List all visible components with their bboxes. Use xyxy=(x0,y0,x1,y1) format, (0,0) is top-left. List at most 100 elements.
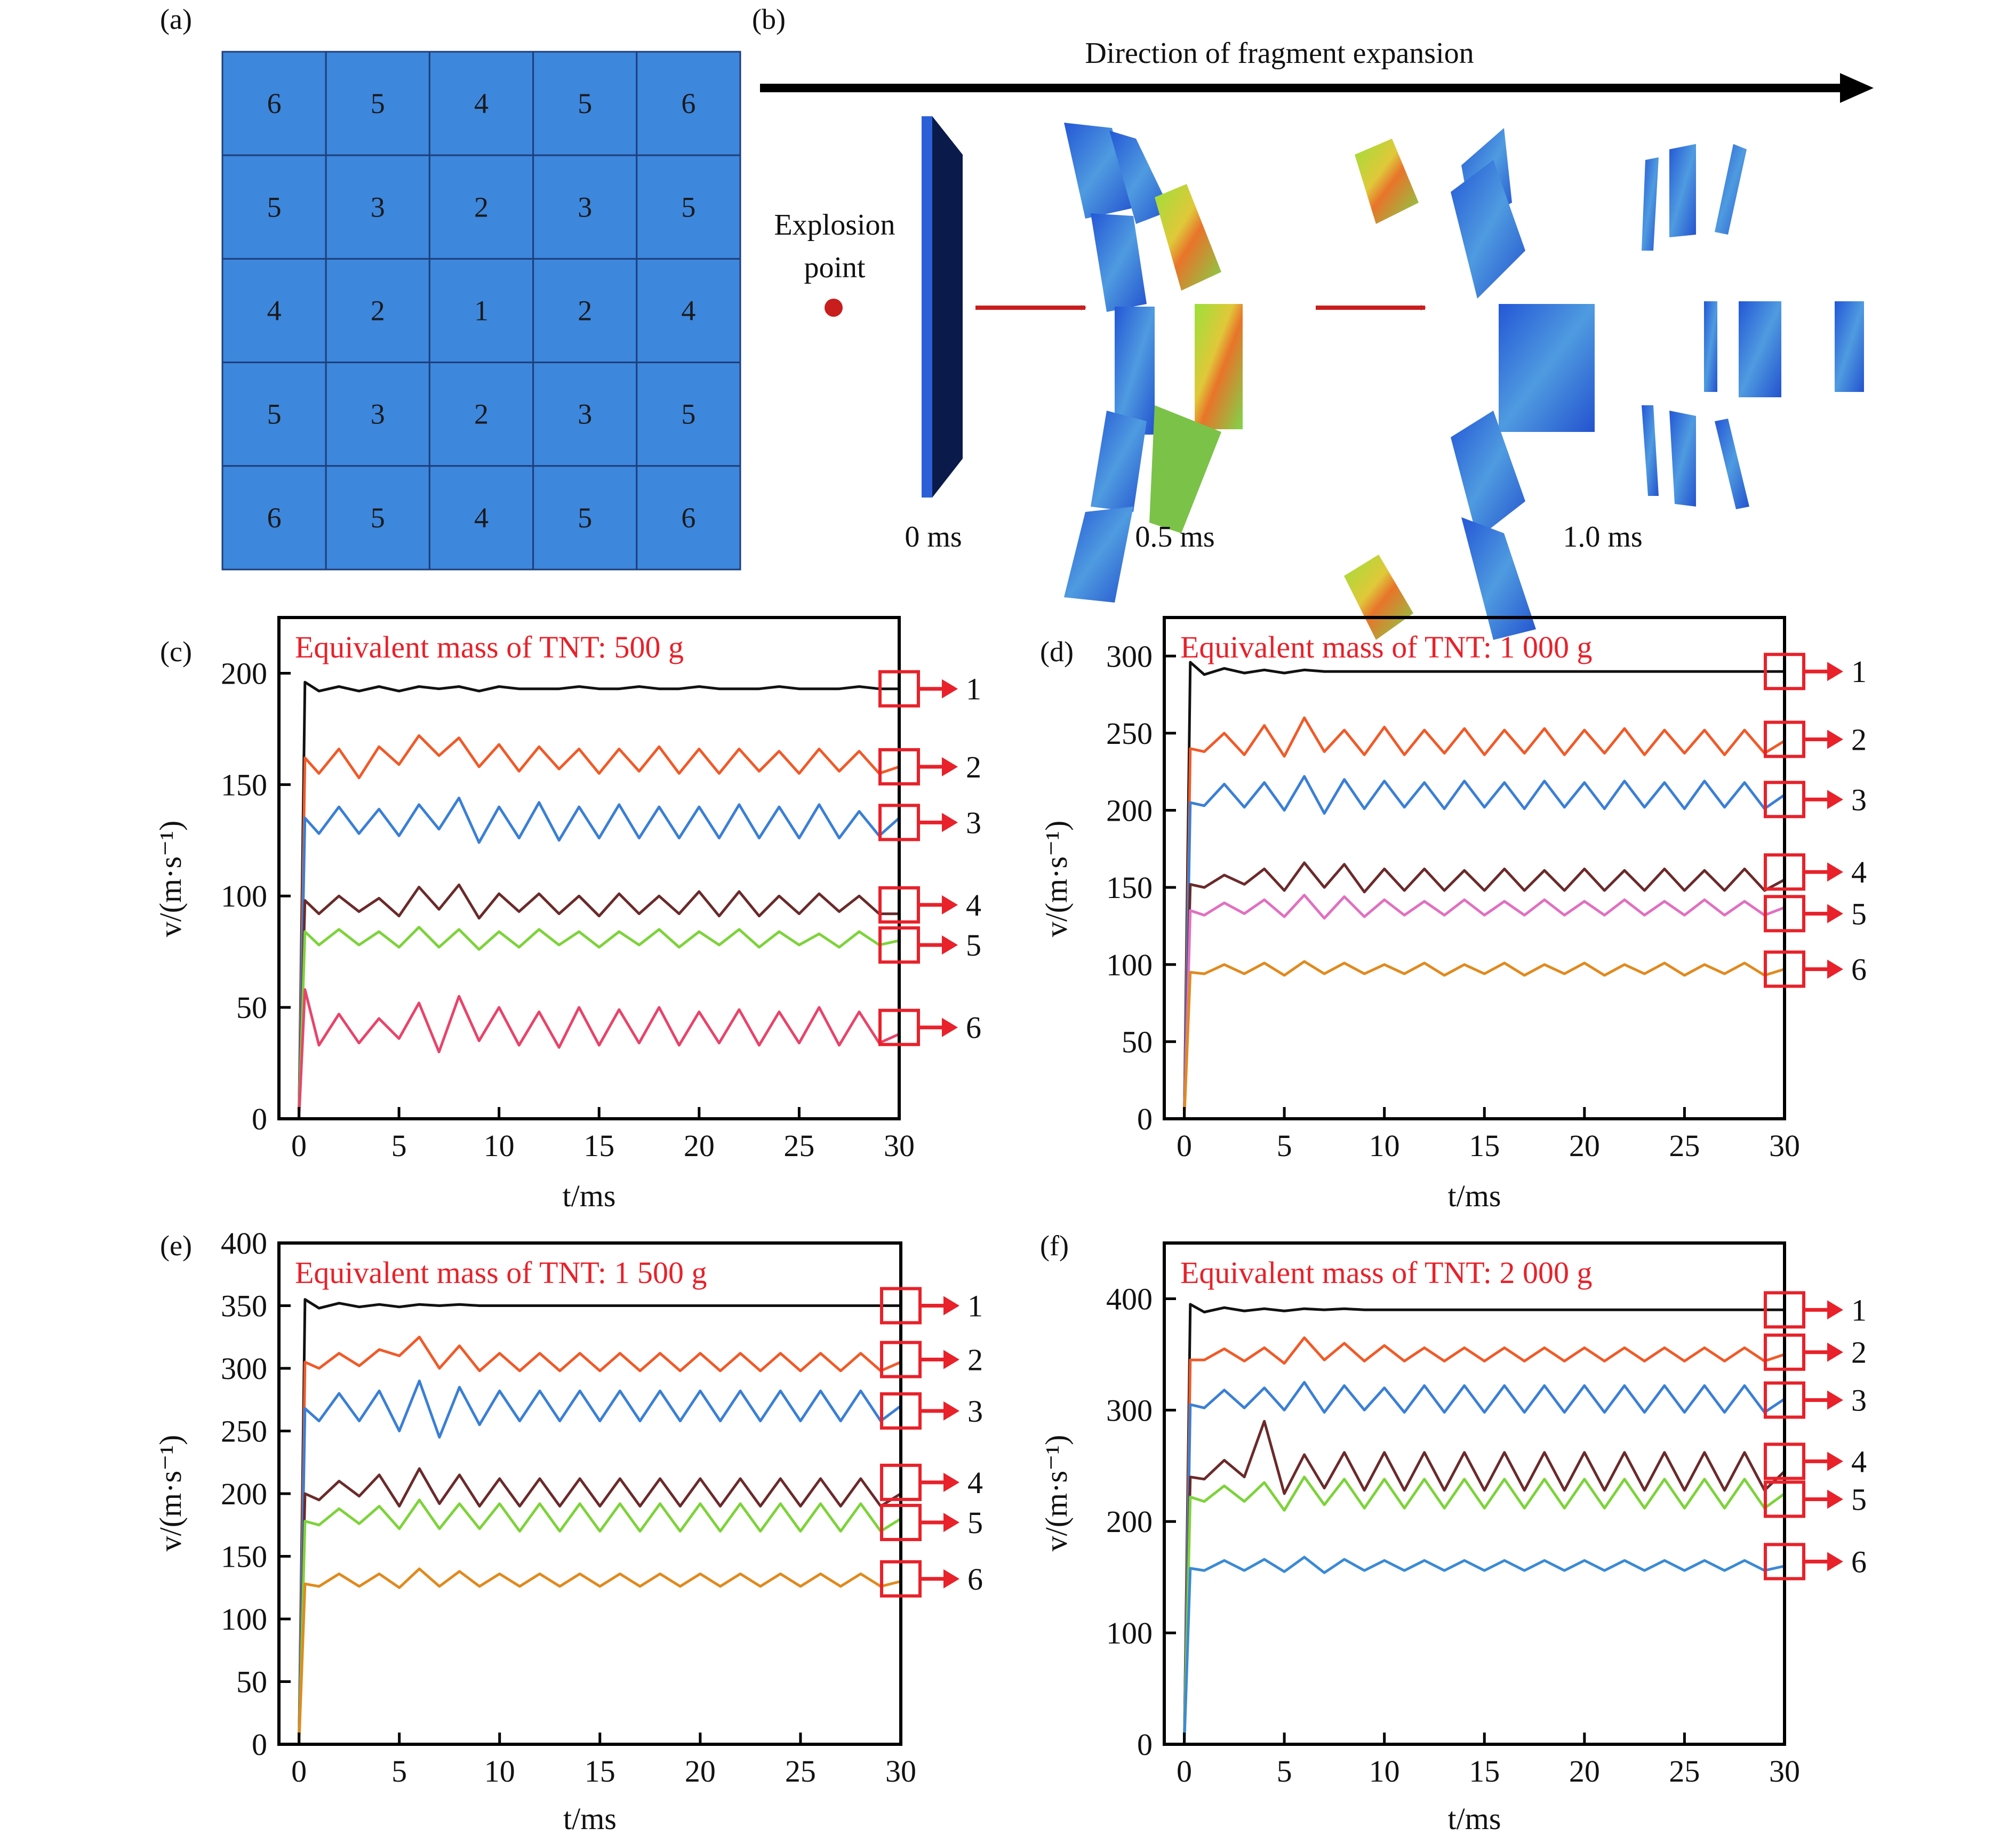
series-line-group-4 xyxy=(298,883,899,1119)
y-tick-label: 100 xyxy=(1106,948,1153,982)
x-tick-label: 0 xyxy=(1177,1128,1192,1163)
grid-cell-number: 6 xyxy=(267,502,282,534)
chart-title: Equivalent mass of TNT: 1 000 g xyxy=(1180,630,1593,664)
y-tick-label: 100 xyxy=(1106,1616,1153,1650)
series-line-group-3 xyxy=(298,796,900,1119)
grid-cell xyxy=(428,154,534,260)
group-marker-label: 2 xyxy=(966,750,981,784)
time-label-1-0ms: 1.0 ms xyxy=(1563,520,1642,554)
series-line-group-3 xyxy=(1183,1381,1786,1745)
panel-b: (b) Direction of fragment expansion Expl… xyxy=(752,3,1874,640)
y-tick-label: 100 xyxy=(221,1602,267,1637)
y-tick-label: 200 xyxy=(221,1477,267,1511)
arrow-head-icon xyxy=(1827,862,1843,882)
x-tick-label: 15 xyxy=(1469,1128,1500,1163)
grid-cell-number: 5 xyxy=(681,398,695,430)
grid-cell xyxy=(636,362,741,467)
explosion-point-icon xyxy=(825,299,843,317)
y-tick-label: 150 xyxy=(221,767,267,802)
group-marker-label: 1 xyxy=(1851,1293,1867,1327)
series-line-group-3 xyxy=(298,1380,902,1745)
grid-cell-number: 4 xyxy=(474,502,489,534)
grid-cell-number: 6 xyxy=(681,87,695,119)
time-label-0ms: 0 ms xyxy=(905,520,962,554)
grid-cell xyxy=(532,258,638,364)
series-line-group-4 xyxy=(1183,1420,1786,1745)
series-line-group-2 xyxy=(1183,1336,1785,1745)
group-marker-label: 1 xyxy=(967,1289,983,1324)
series-line-group-1 xyxy=(1183,661,1785,1119)
y-tick-label: 100 xyxy=(221,879,267,913)
series-line-group-2 xyxy=(1183,716,1786,1119)
series-line-group-5 xyxy=(1183,1476,1786,1745)
grid-cell xyxy=(221,465,327,571)
grid-cell xyxy=(636,258,741,364)
y-tick-label: 400 xyxy=(1106,1281,1153,1316)
grid-cell-number: 5 xyxy=(267,191,282,223)
series-line-group-6 xyxy=(1183,960,1785,1119)
panel-b-label: (b) xyxy=(752,3,786,35)
x-tick-label: 5 xyxy=(1277,1128,1292,1163)
x-tick-label: 0 xyxy=(1177,1754,1192,1789)
panel-a-label: (a) xyxy=(160,3,192,35)
arrow-head-icon xyxy=(942,935,958,955)
arrow-head-icon xyxy=(1827,1552,1843,1572)
series-line-group-3 xyxy=(1183,775,1786,1119)
group-marker-label: 5 xyxy=(1851,1482,1867,1517)
x-tick-label: 5 xyxy=(391,1754,407,1789)
arrow-head-icon xyxy=(1827,1342,1843,1362)
series-line-group-1 xyxy=(298,1298,901,1745)
y-tick-label: 200 xyxy=(1106,1504,1153,1539)
panel-label: (d) xyxy=(1040,636,1074,668)
group-marker-label: 1 xyxy=(1851,654,1867,689)
grid-cell xyxy=(325,362,430,467)
group-marker-label: 5 xyxy=(967,1505,983,1540)
series-line-group-1 xyxy=(298,680,899,1119)
grid-cell-number: 2 xyxy=(371,295,385,327)
x-tick-label: 20 xyxy=(1569,1754,1600,1789)
group-marker-label: 6 xyxy=(1851,1544,1867,1579)
chart-title: Equivalent mass of TNT: 2 000 g xyxy=(1180,1255,1593,1290)
group-marker-label: 2 xyxy=(1851,1335,1867,1370)
y-tick-label: 200 xyxy=(1106,793,1153,828)
group-marker-label: 3 xyxy=(967,1394,983,1429)
y-tick-label: 50 xyxy=(236,1665,267,1699)
y-tick-label: 300 xyxy=(221,1351,267,1386)
grid-cell xyxy=(428,51,534,156)
x-tick-label: 10 xyxy=(484,1128,515,1163)
arrow-head-icon xyxy=(943,1350,959,1369)
x-axis-label: t/ms xyxy=(563,1178,616,1213)
x-tick-label: 10 xyxy=(1369,1754,1400,1789)
arrow-head-icon xyxy=(1827,662,1843,682)
x-tick-label: 25 xyxy=(783,1128,814,1163)
panel-label: (f) xyxy=(1040,1230,1069,1262)
arrow-head-icon xyxy=(1827,959,1843,979)
x-tick-label: 20 xyxy=(1569,1128,1600,1163)
group-marker-label: 4 xyxy=(967,1465,983,1500)
y-tick-label: 250 xyxy=(221,1414,267,1449)
y-tick-label: 300 xyxy=(1106,1393,1153,1428)
plot-frame xyxy=(1163,1241,1786,1746)
grid-cell-number: 3 xyxy=(371,191,385,223)
grid-cell xyxy=(532,362,638,467)
plot-frame xyxy=(1163,616,1786,1120)
arrow-head-icon xyxy=(943,1401,959,1421)
x-tick-label: 20 xyxy=(684,1128,715,1163)
grid-cell-number: 5 xyxy=(371,87,385,119)
series-line-group-4 xyxy=(1183,861,1786,1119)
fragment-grid: 6 5 4 5 6 5 3 2 3 5 4 2 1 2 4 5 3 2 3 5 6 5 4 5 6 xyxy=(221,51,741,571)
grid-cell-number: 4 xyxy=(681,295,695,327)
arrow-head-icon xyxy=(942,1017,958,1037)
grid-cell xyxy=(428,465,534,571)
arrow-head-icon xyxy=(942,757,958,776)
group-marker-label: 6 xyxy=(966,1011,981,1045)
arrow-head-icon xyxy=(1827,1300,1843,1320)
group-marker-label: 5 xyxy=(966,928,981,963)
arrow-head-icon xyxy=(943,1472,959,1492)
group-marker-label: 4 xyxy=(1851,1444,1867,1479)
x-tick-label: 0 xyxy=(291,1128,307,1163)
y-tick-label: 50 xyxy=(236,990,267,1025)
